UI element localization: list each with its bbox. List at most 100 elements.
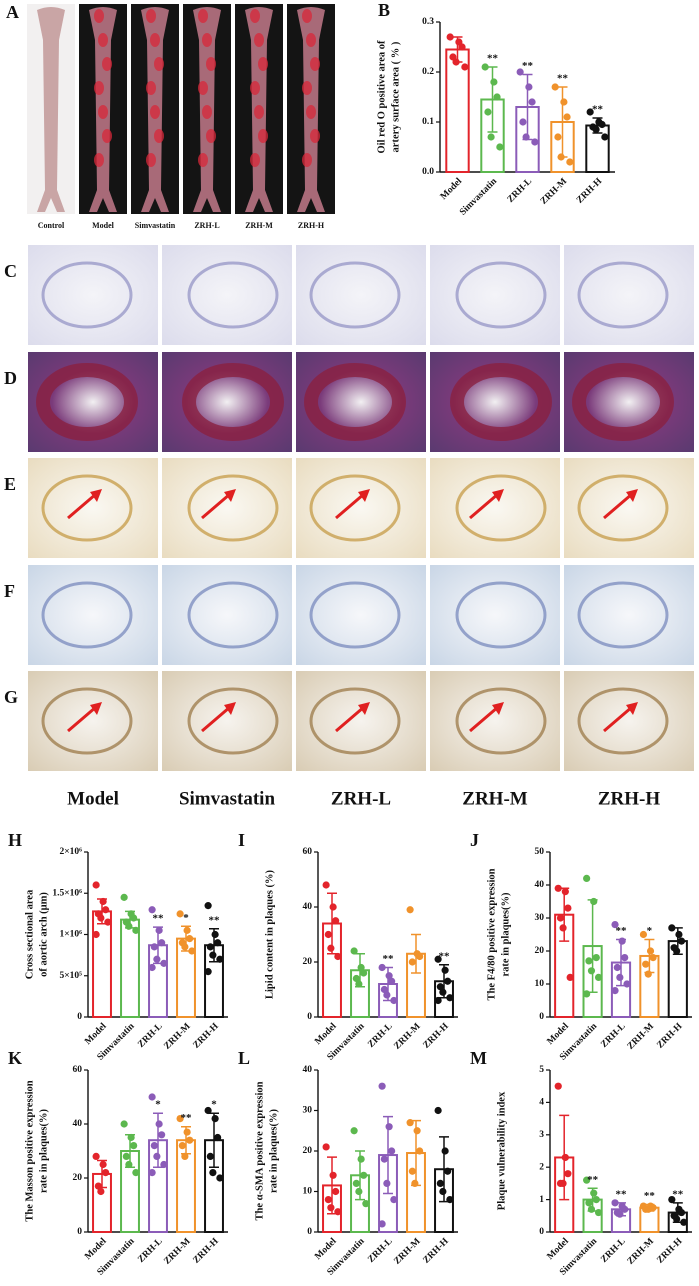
data-point: [130, 914, 138, 922]
histology-image: [430, 565, 560, 665]
y-axis-title: rate in plaques(%): [268, 1108, 279, 1193]
group-label: Simvastatin: [179, 788, 276, 809]
data-point: [583, 990, 591, 998]
y-tick-label: 0: [307, 1227, 312, 1237]
data-point: [590, 1189, 598, 1197]
data-point: [380, 985, 388, 994]
y-axis-title: Oil red O positive area of: [376, 40, 387, 154]
photo-label: Simvastatin: [135, 221, 176, 230]
data-point: [439, 988, 447, 996]
data-point: [554, 133, 562, 141]
histology-image: [162, 671, 292, 771]
data-point: [551, 83, 559, 91]
data-point: [594, 1208, 603, 1217]
data-point: [130, 1142, 138, 1150]
y-tick-label: 2: [539, 1162, 544, 1172]
data-point: [209, 1169, 217, 1177]
histology-image: [162, 245, 292, 345]
data-point: [160, 1160, 168, 1169]
data-point: [92, 1152, 100, 1160]
data-point: [214, 939, 222, 947]
arrow: [469, 705, 499, 733]
data-point: [132, 1169, 140, 1177]
significance: *: [211, 1099, 217, 1111]
data-point: [97, 1187, 105, 1196]
histology-image: [564, 565, 694, 665]
lesion: [310, 129, 320, 143]
data-point: [680, 1218, 688, 1226]
data-point: [127, 1133, 135, 1142]
x-tick-label: ZRH-L: [366, 1237, 394, 1265]
data-point: [677, 937, 686, 945]
arrow: [67, 492, 97, 520]
panel-letter: H: [8, 830, 22, 850]
x-tick-label: ZRH-H: [655, 1021, 685, 1051]
lesion: [302, 9, 312, 23]
data-point: [324, 930, 332, 939]
data-point: [406, 1119, 414, 1127]
data-point: [350, 1127, 358, 1135]
x-tick-label: Model: [546, 1236, 572, 1262]
row-letter: F: [4, 581, 15, 601]
data-point: [155, 1120, 163, 1128]
arrow-head: [90, 489, 102, 502]
vessel: [37, 7, 65, 212]
arrow: [67, 705, 97, 733]
data-point: [611, 987, 619, 995]
data-point: [329, 903, 337, 911]
histology-image: [28, 671, 158, 771]
data-point: [519, 118, 527, 126]
data-point: [327, 1204, 335, 1212]
vessel-section: [577, 581, 669, 649]
histology-image: [430, 245, 560, 345]
arrow-head: [224, 489, 236, 502]
data-point: [327, 944, 335, 952]
data-point: [525, 83, 533, 91]
x-tick-label: ZRH-M: [626, 1237, 656, 1267]
data-point: [668, 1196, 676, 1204]
data-point: [388, 1147, 396, 1155]
lesion: [306, 33, 316, 47]
lesion: [302, 81, 312, 95]
data-point: [561, 1153, 569, 1162]
data-point: [639, 930, 648, 939]
data-point: [444, 1167, 452, 1175]
y-tick-label: 1: [539, 1195, 544, 1205]
lesion: [98, 105, 108, 119]
data-point: [592, 1196, 600, 1204]
histology-image: [28, 245, 158, 345]
data-point: [206, 1152, 214, 1160]
lesion: [254, 105, 264, 119]
y-tick-label: 0: [77, 1227, 82, 1237]
data-point: [352, 974, 360, 983]
data-point: [352, 1179, 360, 1187]
arrow: [201, 492, 231, 520]
data-point: [125, 922, 133, 930]
data-point: [181, 1152, 189, 1160]
data-point: [322, 1143, 330, 1151]
vessel-section: [309, 581, 401, 649]
lesion: [206, 129, 216, 143]
arrow-head: [492, 489, 504, 502]
histology-image: [28, 565, 158, 665]
data-point: [160, 959, 168, 967]
x-tick-label: ZRH-L: [136, 1237, 164, 1265]
y-tick-label: 40: [535, 880, 545, 890]
data-point: [490, 78, 498, 86]
error-bar: [327, 892, 337, 955]
data-point: [92, 930, 100, 939]
data-point: [383, 1179, 391, 1187]
arrow: [335, 492, 365, 520]
data-point: [385, 1123, 393, 1131]
data-point: [97, 914, 105, 922]
y-tick-label: 0: [539, 1012, 544, 1022]
significance: **: [587, 1174, 599, 1186]
significance: **: [672, 1188, 684, 1200]
lesion: [302, 153, 312, 167]
lesion: [250, 81, 260, 95]
histology-image: [564, 458, 694, 558]
data-point: [444, 977, 452, 985]
y-tick-label: 0.1: [422, 117, 434, 127]
significance: **: [487, 53, 499, 65]
